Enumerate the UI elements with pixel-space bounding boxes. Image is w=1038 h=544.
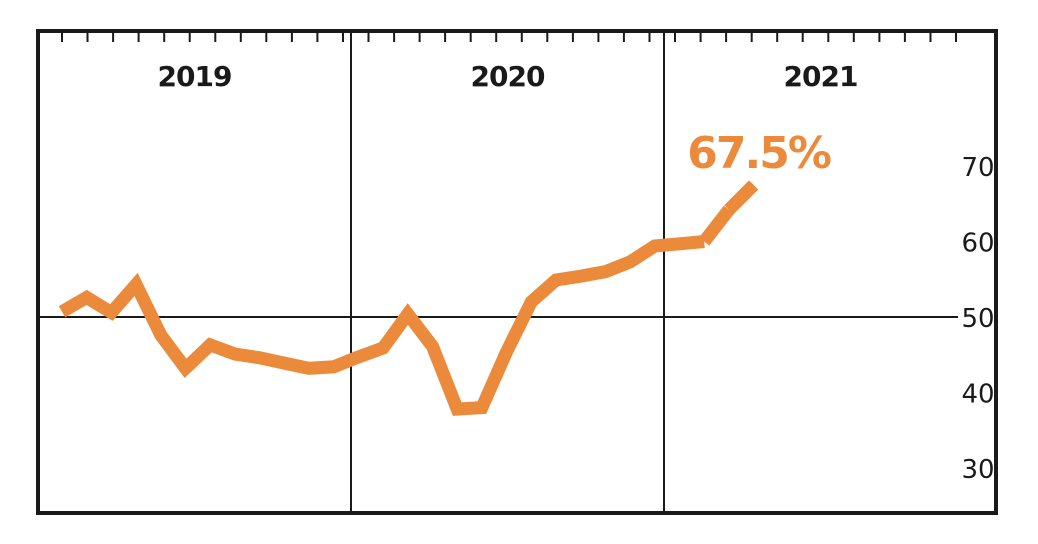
series-line-2	[724, 180, 759, 215]
y-axis-tick-labels: 30 40 50 60 70	[961, 153, 994, 485]
y-tick-label-50: 50	[961, 304, 994, 334]
month-ticks	[61, 31, 957, 42]
period-label-2020: 2020	[471, 60, 545, 93]
last-value-label: 67.5%	[687, 128, 831, 179]
series-lines	[58, 180, 759, 416]
chart-frame	[36, 29, 998, 515]
period-label-2021: 2021	[784, 60, 858, 93]
series-line-0	[58, 235, 705, 416]
period-label-2019: 2019	[158, 60, 232, 93]
y-tick-label-40: 40	[961, 380, 994, 410]
y-tick-label-30: 30	[961, 455, 994, 485]
y-tick-label-70: 70	[961, 153, 994, 183]
y-tick-label-60: 60	[961, 229, 994, 259]
series-line-1	[699, 205, 735, 246]
period-columns: 2019 2020 2021	[158, 31, 858, 513]
